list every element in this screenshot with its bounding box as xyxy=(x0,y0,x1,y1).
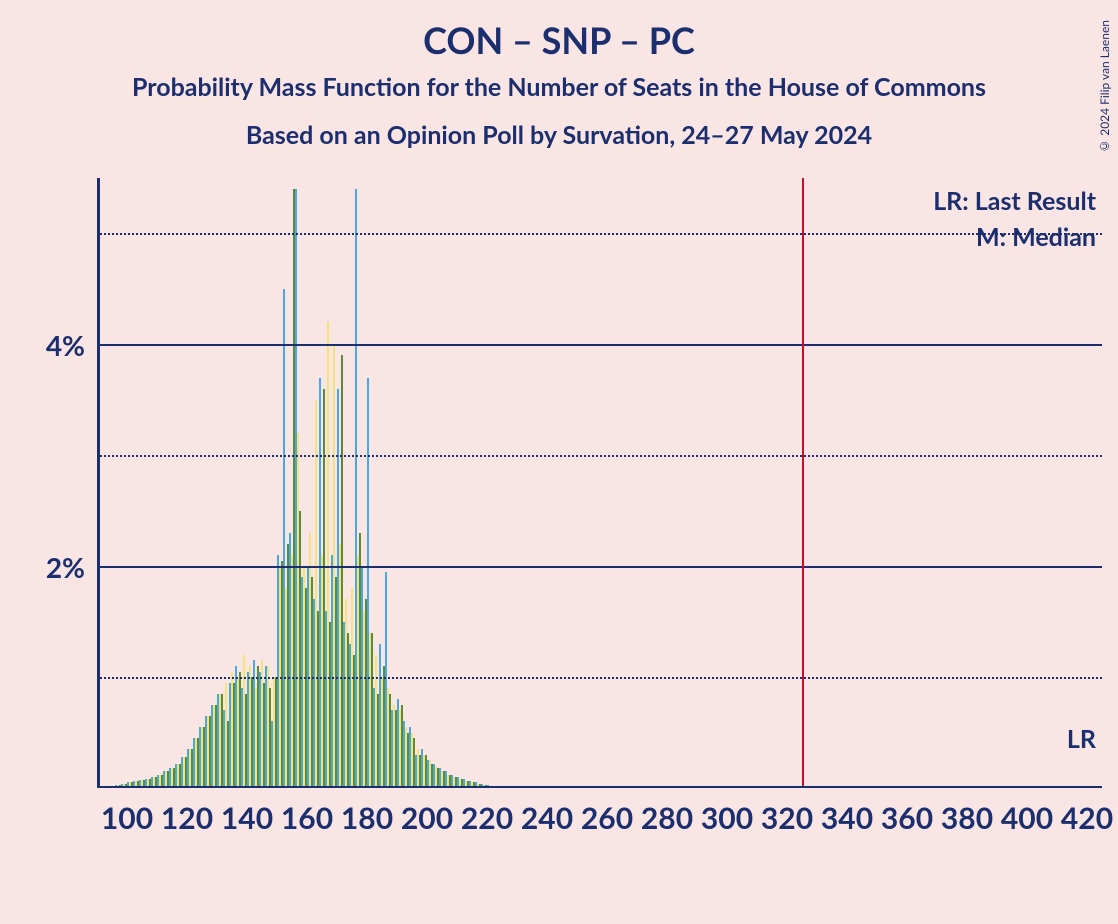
bar-pc xyxy=(329,622,331,788)
x-axis xyxy=(97,786,1102,788)
y-tick-label: 4% xyxy=(0,328,85,362)
x-tick-label: 360 xyxy=(873,800,941,836)
bar-pc xyxy=(233,683,235,788)
bar-pc xyxy=(431,764,433,788)
x-tick-label: 160 xyxy=(273,800,341,836)
x-tick-label: 380 xyxy=(933,800,1001,836)
bar-pc xyxy=(287,544,289,788)
bar-pc xyxy=(437,768,439,788)
bar-pc xyxy=(425,755,427,788)
legend-median: M: Median xyxy=(976,222,1096,252)
bar-pc xyxy=(359,533,361,788)
bar-pc xyxy=(197,738,199,788)
bar-pc xyxy=(407,733,409,788)
bar-pc xyxy=(203,727,205,788)
x-tick-label: 140 xyxy=(213,800,281,836)
last-result-line xyxy=(802,178,804,788)
bar-pc xyxy=(173,768,175,788)
bar-pc xyxy=(179,764,181,788)
x-tick-label: 340 xyxy=(813,800,881,836)
x-tick-label: 260 xyxy=(573,800,641,836)
chart-subtitle-1: Probability Mass Function for the Number… xyxy=(0,72,1118,102)
bar-pc xyxy=(209,716,211,788)
bar-pc xyxy=(341,355,343,788)
plot-area xyxy=(97,178,1102,788)
bar-pc xyxy=(263,683,265,788)
bar-pc xyxy=(317,611,319,788)
bar-pc xyxy=(353,655,355,788)
bar-pc xyxy=(365,599,367,788)
bar-pc xyxy=(377,694,379,788)
x-tick-label: 280 xyxy=(633,800,701,836)
chart-title: CON – SNP – PC xyxy=(0,18,1118,62)
lr-label: LR xyxy=(1067,724,1096,754)
bar-container xyxy=(97,178,1102,788)
x-tick-label: 320 xyxy=(753,800,821,836)
copyright-text: © 2024 Filip van Laenen xyxy=(1097,20,1112,154)
bar-pc xyxy=(269,688,271,788)
bar-pc xyxy=(215,705,217,788)
bar-pc xyxy=(221,694,223,788)
x-tick-label: 120 xyxy=(153,800,221,836)
bar-pc xyxy=(323,389,325,788)
bar-pc xyxy=(185,757,187,788)
bar-pc xyxy=(389,694,391,788)
x-tick-label: 200 xyxy=(393,800,461,836)
bar-pc xyxy=(275,677,277,788)
bar-pc xyxy=(281,561,283,788)
x-tick-label: 240 xyxy=(513,800,581,836)
bar-pc xyxy=(401,705,403,788)
bar-pc xyxy=(413,738,415,788)
bar-pc xyxy=(245,694,247,788)
x-tick-label: 420 xyxy=(1053,800,1118,836)
x-tick-label: 400 xyxy=(993,800,1061,836)
bar-pc xyxy=(311,577,313,788)
bar-pc xyxy=(227,721,229,788)
bar-pc xyxy=(293,189,295,788)
bar-pc xyxy=(383,666,385,788)
bar-pc xyxy=(191,749,193,788)
x-tick-label: 220 xyxy=(453,800,521,836)
y-tick-label: 2% xyxy=(0,550,85,584)
bar-pc xyxy=(239,672,241,788)
bar-pc xyxy=(419,755,421,788)
bar-pc xyxy=(395,710,397,788)
bar-pc xyxy=(305,588,307,788)
x-tick-label: 300 xyxy=(693,800,761,836)
bar-pc xyxy=(371,633,373,788)
legend-lr: LR: Last Result xyxy=(933,186,1096,216)
x-tick-label: 100 xyxy=(93,800,161,836)
y-axis xyxy=(97,178,100,788)
chart-subtitle-2: Based on an Opinion Poll by Survation, 2… xyxy=(0,120,1118,150)
x-tick-label: 180 xyxy=(333,800,401,836)
bar-pc xyxy=(299,511,301,788)
bar-pc xyxy=(347,633,349,788)
bar-pc xyxy=(257,666,259,788)
bar-pc xyxy=(251,677,253,788)
bar-pc xyxy=(335,577,337,788)
